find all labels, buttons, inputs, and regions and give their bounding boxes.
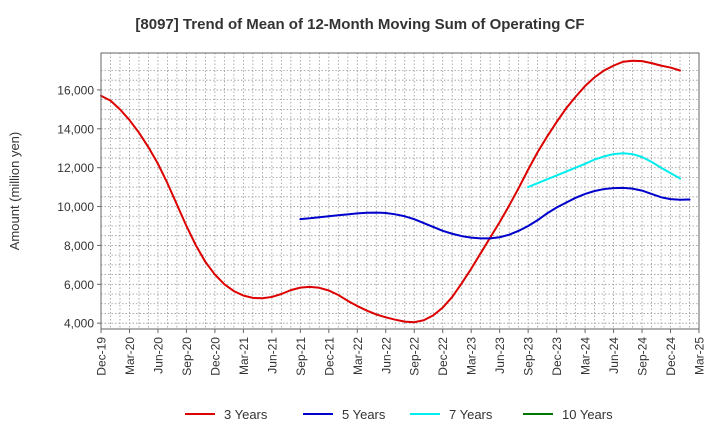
y-tick-label: 14,000 bbox=[57, 122, 94, 136]
plot-area bbox=[101, 53, 699, 329]
chart-title: [8097] Trend of Mean of 12-Month Moving … bbox=[135, 16, 584, 33]
y-axis: 4,000 6,000 8,000 10,000 12,000 14,000 16,000 bbox=[57, 83, 101, 331]
y-tick-label: 10,000 bbox=[57, 200, 94, 214]
x-tick-label: Mar-21 bbox=[237, 337, 251, 375]
x-tick-label: Sep-22 bbox=[408, 337, 422, 376]
x-tick-label: Sep-24 bbox=[636, 337, 650, 376]
series-line-3-years bbox=[100, 59, 682, 324]
legend-label: 3 Years bbox=[224, 407, 268, 422]
y-tick-label: 4,000 bbox=[64, 317, 94, 331]
y-tick-label: 6,000 bbox=[64, 278, 94, 292]
x-tick-label: Sep-23 bbox=[522, 337, 536, 376]
legend-label: 10 Years bbox=[562, 407, 613, 422]
x-tick-label: Jun-24 bbox=[607, 337, 621, 374]
plot-frame bbox=[100, 52, 700, 330]
y-tick-label: 8,000 bbox=[64, 239, 94, 253]
y-axis-label: Amount (million yen) bbox=[7, 132, 22, 251]
y-tick-label: 12,000 bbox=[57, 161, 94, 175]
x-tick-label: Dec-24 bbox=[664, 337, 678, 376]
x-tick-label: Mar-23 bbox=[465, 337, 479, 375]
y-tick-label: 16,000 bbox=[57, 83, 94, 97]
legend: 3 Years 5 Years 7 Years 10 Years bbox=[185, 407, 613, 422]
x-tick-label: Dec-19 bbox=[95, 337, 109, 376]
x-tick-label: Mar-24 bbox=[579, 337, 593, 375]
series-lines bbox=[100, 59, 691, 324]
x-tick-label: Mar-25 bbox=[693, 337, 707, 375]
x-tick-label: Dec-23 bbox=[550, 337, 564, 376]
x-tick-label: Dec-21 bbox=[322, 337, 336, 376]
x-tick-label: Sep-21 bbox=[294, 337, 308, 376]
x-tick-label: Jun-20 bbox=[151, 337, 165, 374]
legend-label: 7 Years bbox=[449, 407, 493, 422]
x-tick-label: Jun-22 bbox=[379, 337, 393, 374]
x-tick-label: Dec-22 bbox=[436, 337, 450, 376]
x-tick-label: Jun-21 bbox=[265, 337, 279, 374]
x-tick-label: Mar-20 bbox=[123, 337, 137, 375]
x-tick-label: Jun-23 bbox=[493, 337, 507, 374]
x-axis: Dec-19 Mar-20 Jun-20 Sep-20 Dec-20 Mar-21 Jun-… bbox=[95, 329, 707, 376]
legend-label: 5 Years bbox=[342, 407, 386, 422]
x-tick-label: Sep-20 bbox=[180, 337, 194, 376]
series-line-7-years bbox=[527, 152, 682, 189]
x-tick-label: Dec-20 bbox=[208, 337, 222, 376]
series-line-5-years bbox=[299, 186, 691, 240]
x-tick-label: Mar-22 bbox=[351, 337, 365, 375]
